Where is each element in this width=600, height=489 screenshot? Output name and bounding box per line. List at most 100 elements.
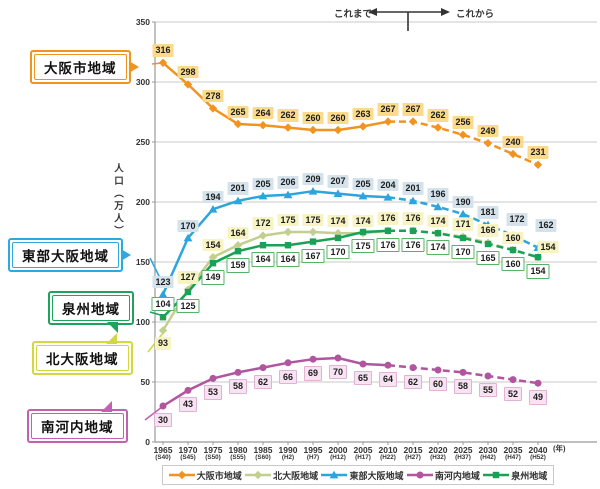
value-label-minami-kawachi: 53	[203, 385, 223, 400]
value-label-tobu-osaka: 162	[535, 219, 557, 232]
value-label-minami-kawachi: 69	[303, 366, 323, 381]
value-label-kita-osaka: 174	[327, 214, 349, 228]
value-label-tobu-osaka: 190	[452, 195, 474, 208]
timeline-arrow	[368, 8, 450, 31]
legend-item-osaka-city: 大阪市地域	[168, 469, 242, 482]
legend-item-minami-kawachi: 南河内地域	[406, 469, 480, 482]
series-marker	[334, 234, 342, 242]
y-tick-label: 0	[145, 437, 150, 447]
series-marker	[258, 231, 268, 240]
value-label-minami-kawachi: 64	[378, 372, 398, 387]
series-marker	[508, 149, 518, 159]
x-tick-label: 1995 (H7)	[303, 445, 323, 461]
value-label-osaka-city: 262	[427, 109, 449, 122]
value-label-tobu-osaka: 207	[327, 175, 349, 188]
y-tick-label: 200	[135, 197, 150, 207]
series-marker	[534, 254, 542, 261]
series-marker	[359, 360, 367, 368]
x-tick-label: 2030 (H42)	[478, 445, 498, 461]
series-marker	[258, 191, 268, 200]
value-label-osaka-city: 231	[527, 146, 549, 159]
series-marker	[383, 193, 393, 201]
series-marker	[409, 364, 417, 372]
value-label-kita-osaka: 175	[302, 213, 324, 226]
series-marker	[484, 372, 492, 380]
value-label-senshu: 154	[526, 264, 550, 279]
series-marker	[159, 314, 167, 321]
series-marker	[177, 470, 186, 480]
x-tick-label: 1975 (S50)	[203, 445, 223, 461]
legend-label: 泉州地域	[511, 470, 548, 481]
value-label-minami-kawachi: 65	[353, 371, 373, 386]
x-tick-label: 1985 (S60)	[253, 445, 273, 461]
value-label-minami-kawachi: 66	[278, 369, 298, 385]
callout-pointer-icon	[128, 61, 139, 73]
callout-pointer-icon	[107, 322, 118, 333]
x-tick-label: 1970 (S45)	[178, 445, 198, 461]
series-marker	[233, 196, 243, 205]
value-label-osaka-city: 265	[227, 105, 249, 118]
x-tick-label: 2035 (H47)	[503, 445, 523, 461]
series-marker	[309, 238, 317, 245]
series-marker	[208, 205, 218, 213]
series-marker	[259, 242, 267, 249]
series-marker	[209, 374, 217, 382]
value-label-osaka-city: 256	[452, 116, 474, 129]
series-marker	[309, 355, 317, 363]
series-marker	[358, 191, 368, 200]
series-marker	[493, 471, 500, 479]
value-label-senshu: 125	[176, 299, 200, 314]
series-marker	[308, 187, 318, 195]
annotation-future-label: これから	[456, 9, 495, 20]
value-label-kita-osaka: 154	[537, 240, 559, 254]
series-marker	[333, 189, 343, 197]
series-marker	[234, 368, 242, 376]
value-label-tobu-osaka: 196	[427, 188, 449, 201]
value-label-kita-osaka: 160	[502, 231, 524, 244]
value-label-senshu: 174	[426, 240, 450, 255]
value-label-minami-kawachi: 49	[528, 390, 548, 405]
value-label-osaka-city: 262	[277, 109, 299, 122]
chart-legend: 大阪市地域 北大阪地域 東部大阪地域 南河内地域 泉州地域	[162, 465, 554, 485]
series-marker	[234, 248, 242, 255]
legend-item-tobu-osaka: 東部大阪地域	[321, 469, 403, 482]
x-tick-label: 1990 (H2)	[278, 445, 298, 461]
series-marker	[253, 470, 263, 480]
series-marker	[333, 125, 343, 135]
value-label-kita-osaka: 127	[177, 271, 199, 284]
series-marker	[433, 202, 443, 211]
series-marker	[408, 196, 418, 205]
x-tick-label: 2010 (H22)	[378, 445, 398, 461]
legend-marker-icon	[406, 471, 433, 479]
series-marker	[233, 241, 243, 250]
series-marker	[416, 471, 424, 479]
value-label-tobu-osaka: 205	[252, 177, 274, 190]
legend-marker-icon	[321, 470, 348, 479]
series-marker	[233, 119, 243, 129]
callout-label: 南河内地域	[31, 413, 124, 439]
callout-tobu-osaka: 東部大阪地域	[8, 238, 131, 272]
series-marker	[284, 359, 292, 367]
value-label-tobu-osaka: 201	[227, 182, 249, 195]
callout-label: 東部大阪地域	[12, 242, 119, 268]
series-marker	[183, 233, 193, 242]
legend-label: 北大阪地域	[273, 470, 319, 481]
series-marker	[459, 368, 467, 376]
series-marker	[533, 160, 543, 169]
legend-marker-icon	[483, 471, 510, 479]
value-label-senshu: 176	[401, 237, 425, 253]
legend-item-kita-osaka: 北大阪地域	[245, 469, 318, 482]
legend-item-senshu: 泉州地域	[483, 469, 547, 482]
legend-label: 東部大阪地域	[349, 470, 404, 481]
y-tick-label: 150	[135, 257, 150, 267]
series-marker	[208, 253, 218, 262]
series-marker	[184, 386, 192, 394]
legend-marker-icon	[168, 470, 195, 480]
callout-connector	[144, 406, 163, 421]
value-label-minami-kawachi: 30	[153, 413, 173, 428]
value-label-senshu: 149	[201, 270, 225, 285]
value-label-osaka-city: 278	[202, 90, 224, 103]
value-label-kita-osaka: 174	[427, 214, 449, 228]
value-label-osaka-city: 298	[177, 66, 199, 79]
